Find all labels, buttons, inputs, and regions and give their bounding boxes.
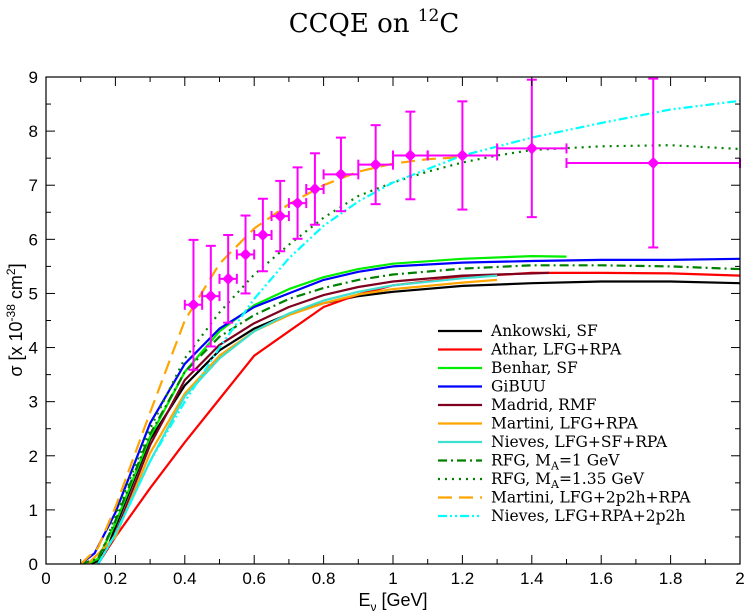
data-marker-diamond — [187, 298, 200, 311]
legend-item-rfg-ma-1-gev: RFG, MA=1 GeV — [438, 452, 620, 473]
y-tick-label: 8 — [29, 122, 38, 141]
data-marker-diamond — [239, 248, 252, 261]
legend-label: Martini, LFG+2p2h+RPA — [491, 489, 691, 507]
legend-item-ankowski-sf: Ankowski, SF — [438, 322, 598, 340]
data-point — [183, 238, 204, 371]
legend-label: Nieves, LFG+SF+RPA — [491, 433, 668, 451]
data-marker-diamond — [291, 197, 304, 210]
x-tick-label: 2 — [735, 569, 744, 588]
series-layer — [79, 99, 740, 564]
legend-label: RFG, MA=1 GeV — [491, 452, 620, 473]
x-tick-label: 0.2 — [104, 569, 128, 588]
legend-label: Benhar, SF — [491, 359, 578, 377]
x-tick-label: 0.4 — [173, 569, 197, 588]
y-tick-label: 7 — [29, 176, 38, 195]
data-marker-diamond — [222, 272, 235, 285]
y-tick-label: 9 — [29, 68, 38, 87]
legend-item-nieves-lfg-sf-rpa: Nieves, LFG+SF+RPA — [438, 433, 668, 451]
series-line-madrid-rmf — [97, 271, 550, 564]
y-tick-label: 0 — [29, 555, 38, 574]
data-point — [253, 197, 273, 273]
series-line-athar-lfg-rpa — [97, 271, 740, 564]
data-point — [235, 214, 256, 295]
data-marker-diamond — [274, 210, 287, 223]
data-point — [392, 110, 429, 201]
data-marker-diamond — [456, 149, 469, 162]
axis-ticks: 0 0.2 0.4 0.6 0.8 1 1.2 1.4 1.6 1.8 2 0 1 2 3 4 5 6 7 8 9 — [29, 68, 745, 588]
series-line-nieves-lfg-rpa-2p2h — [97, 99, 740, 564]
x-tick-label: 1 — [388, 569, 397, 588]
data-marker-diamond — [256, 229, 269, 242]
legend-label: Athar, LFG+RPA — [490, 341, 622, 359]
legend-item-gibuu: GiBUU — [438, 378, 546, 396]
data-point — [565, 77, 741, 249]
legend-item-rfg-ma-1-35-gev: RFG, MA=1.35 GeV — [438, 470, 645, 491]
x-tick-label: 1.4 — [520, 569, 544, 588]
data-marker-diamond — [647, 157, 660, 170]
data-marker-diamond — [369, 158, 382, 171]
legend-item-martini-lfg-2p2h-rpa: Martini, LFG+2p2h+RPA — [438, 489, 691, 507]
y-tick-label: 5 — [29, 284, 38, 303]
chart-title: CCQE on 12C — [289, 6, 460, 39]
y-tick-label: 4 — [29, 339, 38, 358]
x-tick-label: 1.2 — [451, 569, 475, 588]
legend-item-martini-lfg-rpa: Martini, LFG+RPA — [438, 415, 639, 433]
series-line-rfg-ma-1-gev — [80, 264, 740, 564]
data-marker-diamond — [525, 142, 538, 155]
data-point — [201, 244, 221, 348]
legend-label: Madrid, RMF — [491, 396, 597, 414]
legend-label: Ankowski, SF — [490, 322, 598, 340]
data-point — [426, 100, 499, 211]
data-point — [270, 179, 290, 253]
x-tick-label: 1.6 — [589, 569, 613, 588]
series-line-gibuu — [80, 257, 740, 564]
data-marker-diamond — [308, 183, 321, 196]
series-line-nieves-lfg-sf-rpa — [97, 274, 498, 564]
data-point — [218, 234, 238, 324]
y-tick-label: 3 — [29, 393, 38, 412]
legend-item-nieves-lfg-rpa-2p2h: Nieves, LFG+RPA+2p2h — [438, 507, 685, 525]
y-axis-label: σ [x 10-38 cm2] — [4, 263, 26, 376]
legend-item-benhar-sf: Benhar, SF — [438, 359, 578, 377]
data-marker-diamond — [204, 290, 217, 303]
legend-label: Nieves, LFG+RPA+2p2h — [491, 507, 685, 525]
legend-label: RFG, MA=1.35 GeV — [491, 470, 645, 491]
data-point — [496, 78, 568, 219]
data-point — [287, 166, 308, 240]
legend-label: Martini, LFG+RPA — [491, 415, 639, 433]
y-tick-label: 2 — [29, 447, 38, 466]
data-marker-diamond — [334, 168, 347, 181]
series-line-martini-lfg-rpa — [86, 278, 498, 564]
data-marker-diamond — [404, 149, 417, 162]
legend-label: GiBUU — [491, 378, 546, 396]
x-tick-label: 0 — [41, 569, 50, 588]
x-tick-label: 1.8 — [659, 569, 683, 588]
legend-item-madrid-rmf: Madrid, RMF — [438, 396, 597, 414]
series-line-benhar-sf — [87, 255, 567, 564]
x-axis-label: Eν [GeV] — [358, 590, 427, 614]
x-tick-label: 0.6 — [242, 569, 266, 588]
legend-item-athar-lfg-rpa: Athar, LFG+RPA — [438, 341, 622, 359]
data-points-layer — [183, 77, 741, 371]
data-point — [305, 152, 325, 226]
data-point — [357, 124, 394, 206]
x-tick-label: 0.8 — [312, 569, 336, 588]
data-point — [322, 136, 360, 213]
y-tick-label: 6 — [29, 230, 38, 249]
y-tick-label: 1 — [29, 501, 38, 520]
